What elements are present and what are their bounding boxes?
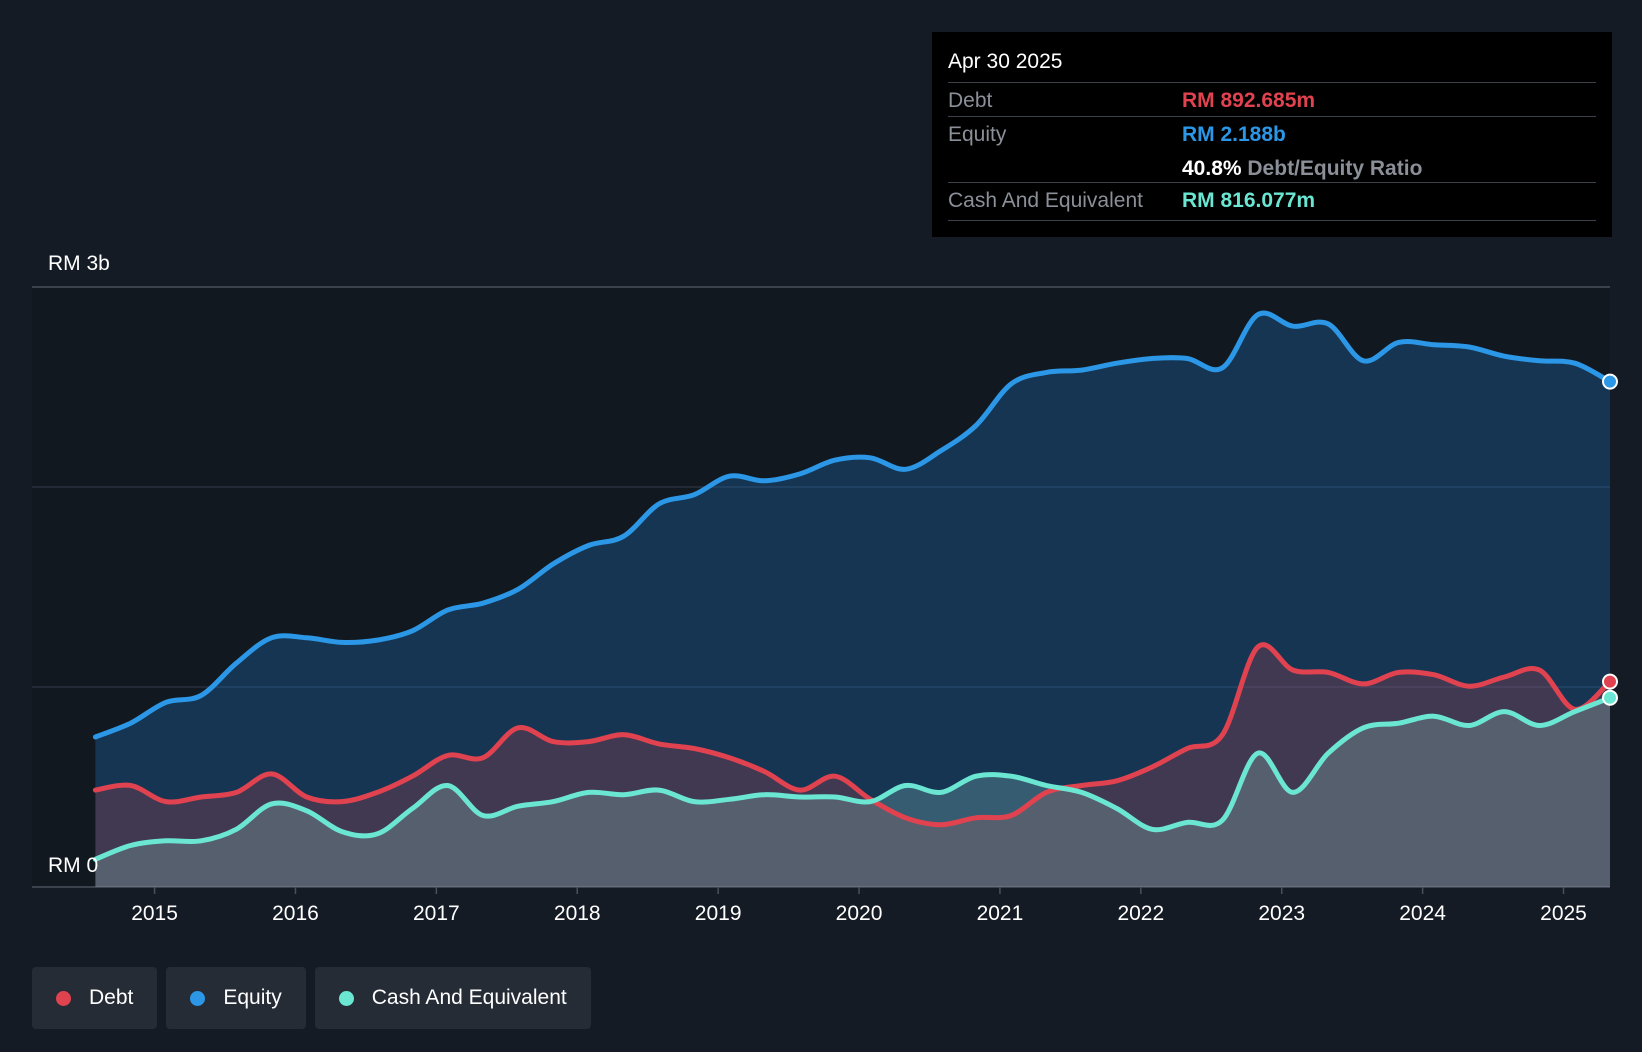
tooltip-ratio-value: 40.8% bbox=[1182, 157, 1242, 180]
tooltip-equity-value: RM 2.188b bbox=[1182, 123, 1286, 146]
tooltip-cash-value: RM 816.077m bbox=[1182, 189, 1316, 212]
area-equity bbox=[95, 313, 1610, 887]
series-areas bbox=[95, 313, 1610, 887]
x-tick-label: 2024 bbox=[1399, 902, 1446, 925]
x-tick-label: 2015 bbox=[131, 902, 178, 925]
endpoint-equity bbox=[1602, 373, 1618, 390]
tooltip-debt-value: RM 892.685m bbox=[1182, 89, 1316, 112]
endpoint-debt bbox=[1602, 673, 1618, 690]
x-tick-label: 2017 bbox=[413, 902, 460, 925]
tooltip-ratio-label: Debt/Equity Ratio bbox=[1247, 157, 1423, 180]
tooltip-equity-label: Equity bbox=[948, 123, 1007, 146]
line-debt bbox=[92, 642, 1613, 828]
x-tick-label: 2023 bbox=[1258, 902, 1305, 925]
legend-label-cash: Cash And Equivalent bbox=[371, 986, 567, 1009]
x-tick-label: 2021 bbox=[977, 902, 1024, 925]
tooltip-divider bbox=[948, 220, 1596, 221]
y-axis-label-zero: RM 0 bbox=[48, 854, 98, 877]
x-tick-label: 2018 bbox=[554, 902, 601, 925]
line-cash bbox=[92, 695, 1613, 862]
x-tick-label: 2019 bbox=[695, 902, 742, 925]
y-axis-label-top: RM 3b bbox=[48, 252, 110, 275]
x-tick-label: 2016 bbox=[272, 902, 319, 925]
endpoint-cash bbox=[1602, 689, 1618, 706]
tooltip-row-cash: Cash And Equivalent RM 816.077m bbox=[948, 182, 1596, 217]
area-debt bbox=[95, 644, 1610, 887]
area-cash bbox=[95, 697, 1610, 887]
series-endpoints bbox=[1602, 373, 1618, 706]
x-tick-label: 2025 bbox=[1540, 902, 1587, 925]
tooltip-row-debt: Debt RM 892.685m bbox=[948, 82, 1596, 117]
legend-dot-equity bbox=[190, 990, 206, 1006]
tooltip-cash-label: Cash And Equivalent bbox=[948, 189, 1143, 212]
line-equity bbox=[92, 310, 1613, 740]
legend-item-cash[interactable]: Cash And Equivalent bbox=[314, 967, 591, 1029]
legend-item-debt[interactable]: Debt bbox=[32, 967, 158, 1029]
tooltip-panel: Apr 30 2025 Debt RM 892.685m Equity RM 2… bbox=[932, 32, 1612, 237]
x-tick-label: 2022 bbox=[1117, 902, 1164, 925]
legend-dot-cash bbox=[338, 990, 354, 1006]
tooltip-date: Apr 30 2025 bbox=[948, 50, 1063, 73]
x-tick-label: 2020 bbox=[836, 902, 883, 925]
legend: Debt Equity Cash And Equivalent bbox=[32, 967, 591, 1029]
x-axis: 2015 2016 2017 2018 2019 2020 2021 2022 2023 2024… bbox=[131, 887, 1587, 925]
series-lines bbox=[92, 310, 1613, 862]
tooltip-ratio: 40.8% Debt/Equity Ratio bbox=[1182, 157, 1422, 181]
tooltip-row-equity: Equity RM 2.188b 40.8% Debt/Equity Ratio bbox=[948, 116, 1596, 183]
legend-label-debt: Debt bbox=[89, 986, 134, 1009]
legend-dot-debt bbox=[56, 990, 71, 1006]
legend-label-equity: Equity bbox=[223, 986, 282, 1009]
y-axis: RM 3b RM 0 bbox=[48, 252, 110, 877]
tooltip-debt-label: Debt bbox=[948, 89, 993, 112]
legend-item-equity[interactable]: Equity bbox=[166, 967, 306, 1029]
